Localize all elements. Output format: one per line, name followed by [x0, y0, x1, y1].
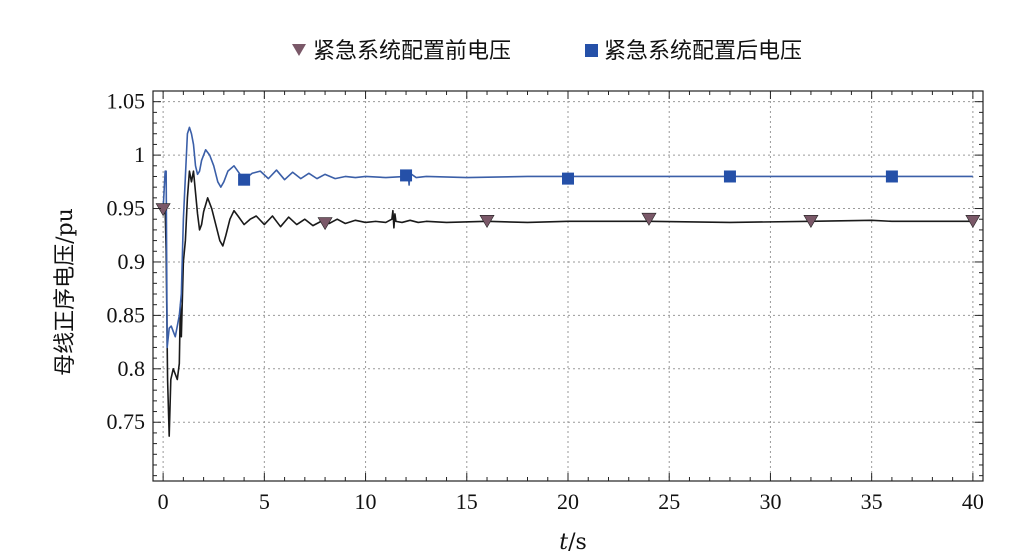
data-point-triangle	[641, 212, 657, 226]
y-tick-label: 0.95	[107, 196, 146, 221]
legend-marker-triangle	[292, 44, 306, 56]
x-axis-title: t/s	[559, 530, 587, 555]
x-tick-label: 10	[355, 489, 377, 514]
legend: 紧急系统配置前电压 紧急系统配置后电压	[292, 39, 802, 64]
data-point-triangle	[317, 217, 333, 231]
y-tick-label: 1	[134, 142, 145, 167]
data-point-square	[723, 170, 736, 183]
x-axis-var: t	[559, 530, 568, 555]
y-tick-label: 0.85	[107, 302, 146, 327]
x-tick-label: 35	[861, 489, 883, 514]
y-tick-label: 0.9	[118, 249, 146, 274]
x-tick-label: 30	[759, 489, 781, 514]
legend-marker-square	[585, 44, 598, 57]
series-layer	[155, 126, 981, 437]
x-axis-unit: /s	[568, 530, 587, 555]
x-tick-label: 5	[259, 489, 270, 514]
data-point-triangle	[479, 215, 495, 228]
legend-item-before: 紧急系统配置前电压	[292, 39, 511, 64]
series-line-0	[163, 170, 973, 437]
y-tick-label: 0.8	[118, 356, 146, 381]
x-tick-label: 25	[658, 489, 680, 514]
y-tick-label: 0.75	[107, 409, 146, 434]
x-tick-label: 0	[158, 489, 169, 514]
data-point-triangle	[965, 215, 981, 228]
legend-label-before: 紧急系统配置前电压	[313, 39, 511, 64]
data-point-triangle	[155, 203, 171, 217]
y-axis-title: 母线正序电压/pu	[53, 208, 78, 376]
data-point-square	[238, 173, 251, 186]
x-tick-label: 15	[456, 489, 478, 514]
ticks: 0 5 10 15 20 25 30 35 40 0.75 0.8 0.85 0.9 0.95 1 1.05	[107, 89, 984, 514]
data-point-square	[400, 169, 413, 182]
data-point-square	[562, 172, 574, 185]
x-tick-label: 40	[962, 489, 984, 514]
legend-label-after: 紧急系统配置后电压	[604, 39, 802, 64]
y-tick-label: 1.05	[107, 89, 146, 114]
data-point-triangle	[803, 215, 819, 228]
data-point-square	[885, 170, 898, 183]
grid	[153, 91, 983, 481]
x-tick-label: 20	[557, 489, 579, 514]
legend-item-after: 紧急系统配置后电压	[585, 39, 802, 64]
